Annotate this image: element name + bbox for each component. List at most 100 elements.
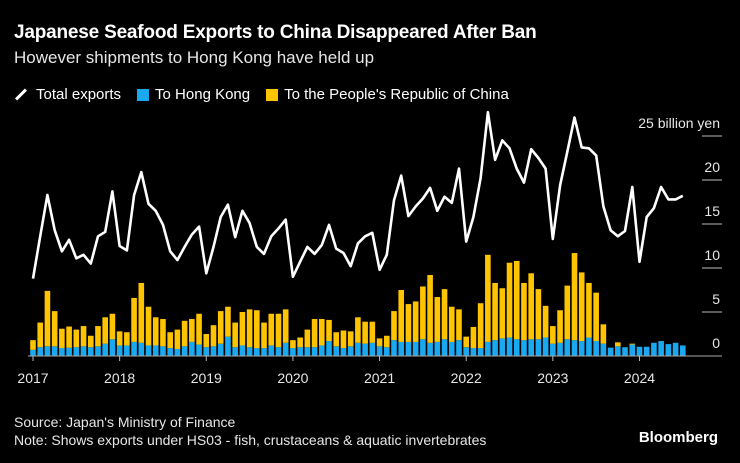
bar-hong-kong: [102, 343, 108, 356]
bar-hong-kong: [398, 341, 405, 356]
bar-hong-kong: [131, 341, 137, 356]
bar-hong-kong: [210, 346, 217, 356]
y-tick-label: 5: [712, 291, 720, 307]
bar-hong-kong: [383, 347, 390, 356]
bar-china: [160, 319, 166, 347]
bar-china: [217, 311, 224, 344]
bar-china: [571, 253, 578, 341]
bar-hong-kong: [275, 347, 282, 356]
bar-hong-kong: [535, 339, 542, 356]
bar-hong-kong: [73, 347, 80, 356]
bar-hong-kong: [181, 346, 188, 356]
bar-hong-kong: [477, 348, 484, 356]
bar-hong-kong: [492, 340, 498, 356]
bar-china: [297, 337, 303, 348]
bar-hong-kong: [672, 342, 679, 356]
bar-china: [326, 319, 332, 342]
bar-china: [225, 306, 231, 337]
bar-china: [420, 286, 426, 340]
bar-hong-kong: [261, 348, 267, 356]
bar-hong-kong: [196, 344, 202, 356]
bars-group: [30, 253, 686, 356]
bar-china: [210, 325, 217, 347]
bar-hong-kong: [319, 345, 325, 356]
bloomberg-logo: Bloomberg: [638, 429, 718, 446]
square-swatch-icon: [137, 88, 150, 101]
bar-hong-kong: [658, 341, 664, 356]
bar-china: [506, 262, 513, 338]
bar-china: [405, 304, 412, 342]
bar-hong-kong: [665, 344, 672, 356]
legend-label: Total exports: [36, 86, 122, 103]
bar-hong-kong: [521, 340, 527, 356]
bar-china: [66, 326, 72, 348]
bar-hong-kong: [607, 347, 614, 356]
bar-hong-kong: [513, 339, 520, 356]
bar-china: [383, 335, 390, 348]
bar-china: [513, 260, 520, 340]
bar-hong-kong: [347, 346, 354, 356]
bar-china: [376, 338, 383, 347]
bar-china: [564, 285, 571, 340]
bar-china: [268, 313, 275, 346]
bar-china: [369, 321, 376, 343]
bar-china: [239, 312, 246, 346]
bar-china: [492, 282, 498, 341]
bar-china: [311, 319, 318, 348]
axes-group: 0 5 10 15 20 25 billion yen 2017 2018 2019 2020 20…: [17, 115, 722, 386]
bar-china: [109, 313, 116, 340]
source-note: Source: Japan's Ministry of Finance: [14, 414, 236, 430]
bar-china: [73, 329, 80, 348]
bar-hong-kong: [189, 341, 195, 356]
bar-hong-kong: [174, 348, 181, 356]
y-tick-label: 25 billion yen: [638, 115, 720, 131]
bar-china: [586, 282, 592, 338]
bar-china: [138, 282, 145, 343]
x-tick-label: 2023: [537, 370, 568, 386]
bar-hong-kong: [463, 347, 469, 356]
bar-china: [578, 272, 585, 342]
bar-china: [282, 309, 289, 343]
bar-china: [203, 334, 210, 348]
bar-china: [593, 292, 599, 342]
bar-china: [304, 329, 311, 348]
bar-hong-kong: [138, 342, 145, 356]
bar-china: [37, 322, 44, 348]
bar-china: [477, 303, 484, 349]
x-tick-label: 2018: [104, 370, 135, 386]
bar-hong-kong: [470, 348, 477, 356]
bar-hong-kong: [282, 342, 289, 356]
bar-hong-kong: [557, 342, 563, 356]
bar-china: [290, 340, 296, 349]
bar-hong-kong: [254, 348, 260, 356]
bar-hong-kong: [412, 341, 419, 356]
bar-china: [528, 273, 534, 340]
y-tick-label: 20: [704, 159, 720, 175]
bar-hong-kong: [217, 343, 224, 356]
bar-hong-kong: [232, 347, 238, 356]
bar-china: [254, 310, 260, 349]
bar-china: [456, 309, 462, 341]
bar-china: [615, 342, 621, 347]
x-tick-label: 2024: [624, 370, 655, 386]
bar-hong-kong: [420, 339, 426, 356]
bar-china: [362, 321, 368, 344]
bar-hong-kong: [405, 341, 412, 356]
bar-china: [59, 328, 65, 349]
x-tick-label: 2019: [191, 370, 222, 386]
total-exports-line: [31, 110, 684, 279]
bar-hong-kong: [600, 343, 607, 356]
bar-hong-kong: [225, 336, 231, 356]
bar-china: [448, 306, 455, 342]
y-tick-label: 0: [712, 335, 720, 351]
bar-china: [427, 275, 433, 343]
bar-hong-kong: [203, 347, 210, 356]
bar-hong-kong: [239, 345, 246, 356]
bar-hong-kong: [80, 346, 87, 356]
bar-hong-kong: [680, 345, 686, 356]
bar-hong-kong: [116, 345, 123, 356]
bar-hong-kong: [326, 341, 332, 356]
bar-china: [441, 289, 448, 340]
bar-hong-kong: [629, 344, 636, 356]
bar-hong-kong: [528, 339, 534, 356]
